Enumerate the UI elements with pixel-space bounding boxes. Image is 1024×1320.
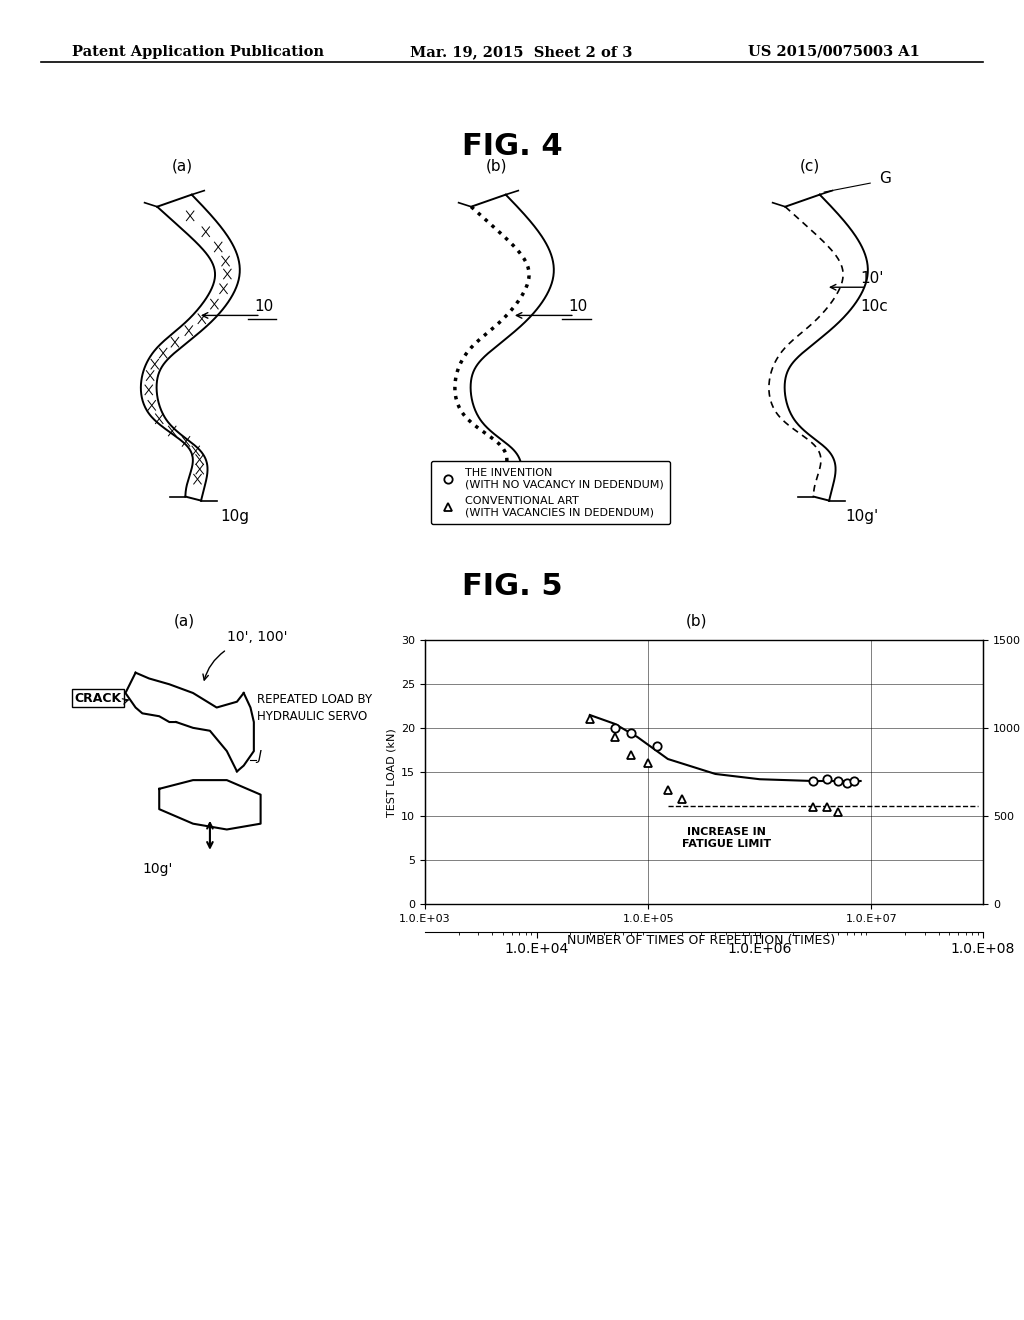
Text: 10: 10 [255,300,273,314]
Text: INCREASE IN
FATIGUE LIMIT: INCREASE IN FATIGUE LIMIT [682,828,771,849]
Text: (a): (a) [172,158,193,173]
Text: FIG. 5: FIG. 5 [462,572,562,601]
Text: Patent Application Publication: Patent Application Publication [72,45,324,59]
Text: (c): (c) [800,158,820,173]
Text: FIG. 4: FIG. 4 [462,132,562,161]
Text: (b): (b) [686,614,707,628]
Text: 10c: 10c [860,300,888,314]
Text: (b): (b) [485,158,507,173]
Text: US 2015/0075003 A1: US 2015/0075003 A1 [748,45,920,59]
Text: 10': 10' [860,271,884,286]
Text: (a): (a) [174,614,195,628]
Text: NUMBER OF TIMES OF REPETITION (TIMES): NUMBER OF TIMES OF REPETITION (TIMES) [567,933,836,946]
Text: 10g: 10g [220,508,249,524]
Y-axis label: TEST LOAD (kN): TEST LOAD (kN) [387,727,397,817]
Text: 10: 10 [568,300,588,314]
Text: 10g': 10g' [142,862,173,876]
Text: 10', 100': 10', 100' [227,630,288,644]
Text: REPEATED LOAD BY
HYDRAULIC SERVO: REPEATED LOAD BY HYDRAULIC SERVO [257,693,373,722]
Text: G: G [880,170,891,186]
Text: 10g': 10g' [845,508,879,524]
Text: 10g: 10g [534,508,563,524]
Text: CRACK: CRACK [75,692,122,705]
Text: Mar. 19, 2015  Sheet 2 of 3: Mar. 19, 2015 Sheet 2 of 3 [410,45,632,59]
Text: J: J [257,748,261,763]
Legend: THE INVENTION
(WITH NO VACANCY IN DEDENDUM), CONVENTIONAL ART
(WITH VACANCIES IN: THE INVENTION (WITH NO VACANCY IN DEDEND… [430,461,671,524]
